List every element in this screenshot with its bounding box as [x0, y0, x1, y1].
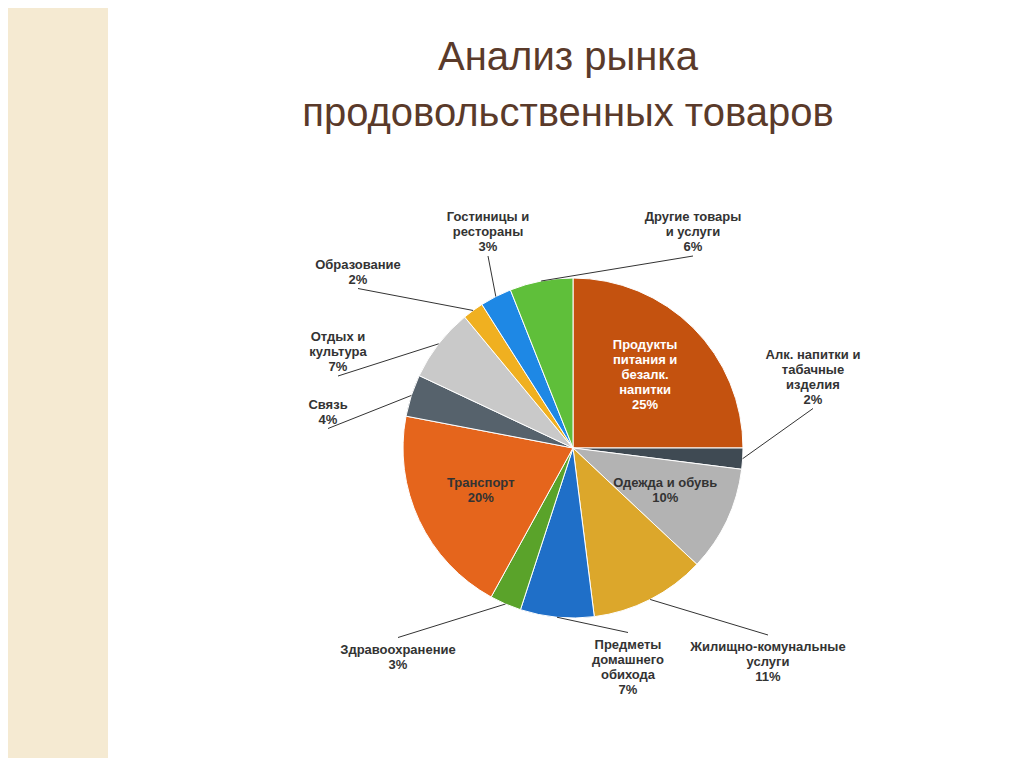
html-text:Анализ рынка продовольственных: Анализ рынка продовольственных товаров [302, 34, 834, 134]
svg-text:Продуктыпитания ибезалк.напитк: Продуктыпитания ибезалк.напитки25% [613, 337, 678, 412]
svg-text:Одежда и обувь10%: Одежда и обувь10% [613, 475, 717, 505]
svg-text:Другие товарыи услуги6%: Другие товарыи услуги6% [645, 209, 742, 254]
svg-text:Транспорт20%: Транспорт20% [447, 475, 515, 505]
svg-text:Предметыдомашнегообихода7%: Предметыдомашнегообихода7% [592, 637, 664, 697]
svg-text:Гостиницы ирестораны3%: Гостиницы ирестораны3% [447, 209, 530, 254]
svg-text:Отдых икультура7%: Отдых икультура7% [309, 329, 367, 374]
svg-text:Связь4%: Связь4% [308, 397, 347, 427]
svg-text:Здравоохранение3%: Здравоохранение3% [340, 642, 456, 672]
svg-text:Алк. напитки итабачныеизделия2: Алк. напитки итабачныеизделия2% [766, 347, 861, 407]
svg-text:Жилищно-комунальныеуслуги11%: Жилищно-комунальныеуслуги11% [689, 639, 845, 684]
svg-text:Образование2%: Образование2% [315, 257, 401, 287]
